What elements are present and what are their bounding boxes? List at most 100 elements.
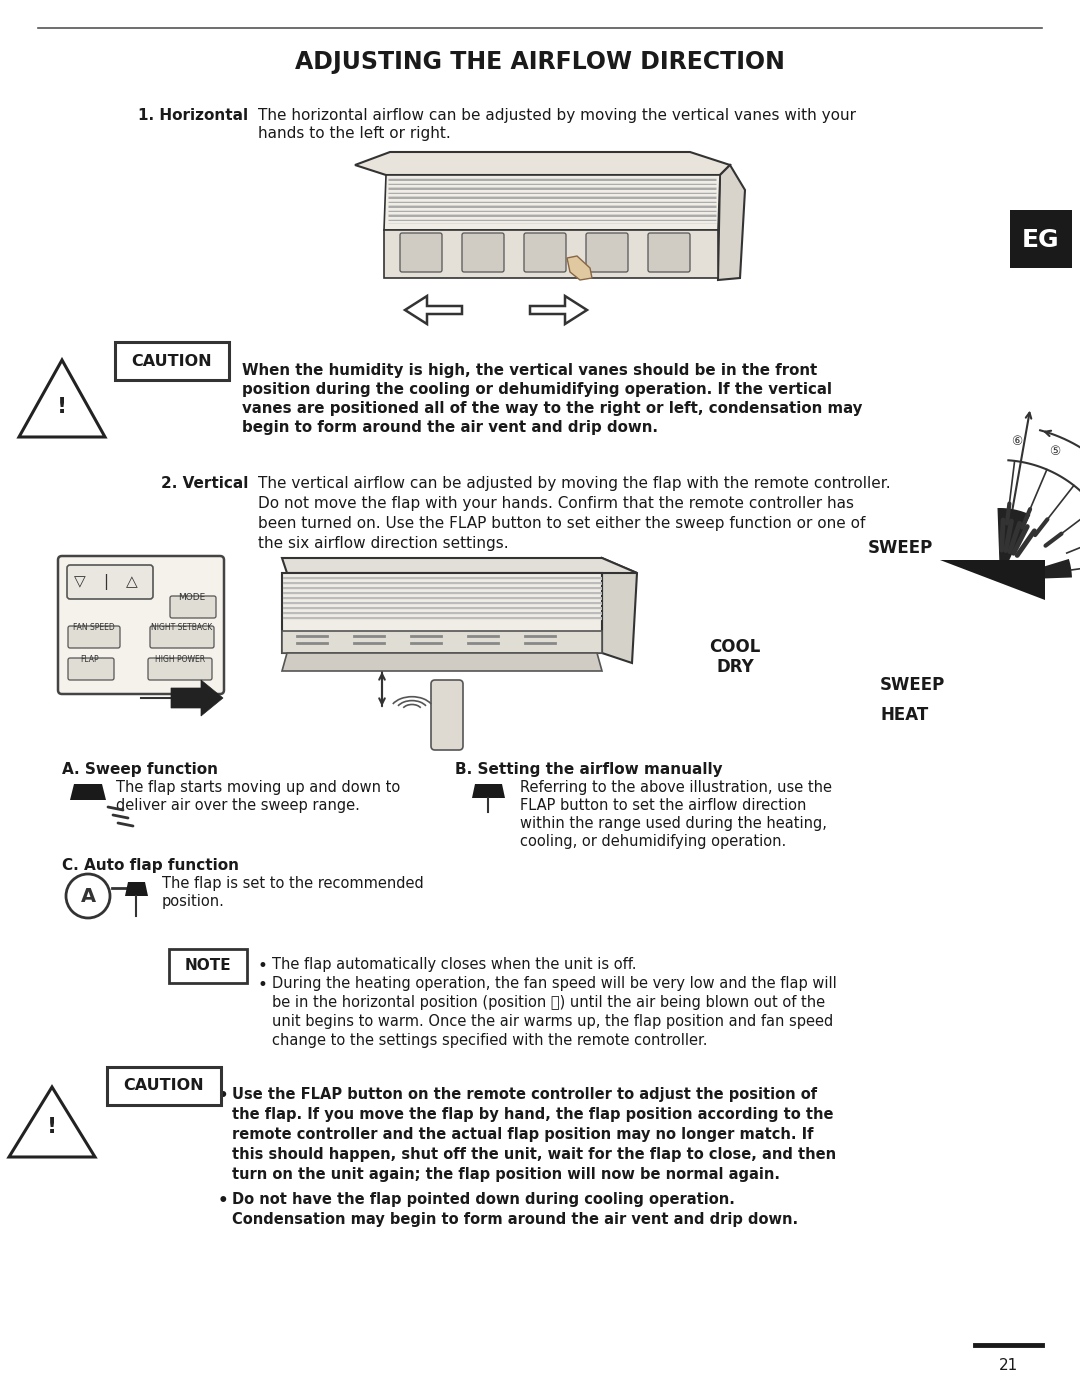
Text: !: ! [57, 397, 67, 416]
FancyBboxPatch shape [67, 564, 153, 599]
Polygon shape [940, 560, 1045, 599]
Text: △: △ [126, 574, 138, 590]
Text: Condensation may begin to form around the air vent and drip down.: Condensation may begin to form around th… [232, 1213, 798, 1227]
FancyBboxPatch shape [524, 233, 566, 272]
Text: CAUTION: CAUTION [124, 1078, 204, 1094]
Text: •: • [258, 957, 268, 975]
Text: !: ! [46, 1118, 57, 1137]
Text: C. Auto flap function: C. Auto flap function [62, 858, 239, 873]
Text: NOTE: NOTE [185, 958, 231, 974]
Polygon shape [405, 296, 462, 324]
Text: MODE: MODE [178, 594, 205, 602]
Text: position during the cooling or dehumidifying operation. If the vertical: position during the cooling or dehumidif… [242, 381, 832, 397]
Text: within the range used during the heating,: within the range used during the heating… [519, 816, 827, 831]
Text: ADJUSTING THE AIRFLOW DIRECTION: ADJUSTING THE AIRFLOW DIRECTION [295, 50, 785, 74]
Polygon shape [355, 152, 730, 175]
Text: •: • [258, 977, 268, 995]
Text: The vertical airflow can be adjusted by moving the flap with the remote controll: The vertical airflow can be adjusted by … [258, 476, 891, 490]
Polygon shape [472, 784, 505, 798]
Text: this should happen, shut off the unit, wait for the flap to close, and then: this should happen, shut off the unit, w… [232, 1147, 836, 1162]
Text: change to the settings specified with the remote controller.: change to the settings specified with th… [272, 1032, 707, 1048]
Polygon shape [282, 573, 602, 652]
Text: When the humidity is high, the vertical vanes should be in the front: When the humidity is high, the vertical … [242, 363, 818, 379]
Text: unit begins to warm. Once the air warms up, the flap position and fan speed: unit begins to warm. Once the air warms … [272, 1014, 834, 1030]
Text: remote controller and the actual flap position may no longer match. If: remote controller and the actual flap po… [232, 1127, 813, 1141]
Text: CAUTION: CAUTION [132, 353, 213, 369]
Text: turn on the unit again; the flap position will now be normal again.: turn on the unit again; the flap positio… [232, 1166, 780, 1182]
Text: the six airflow direction settings.: the six airflow direction settings. [258, 536, 509, 550]
Text: Do not move the flap with your hands. Confirm that the remote controller has: Do not move the flap with your hands. Co… [258, 496, 854, 511]
Polygon shape [171, 680, 222, 717]
Text: 1. Horizontal: 1. Horizontal [138, 108, 248, 123]
FancyBboxPatch shape [148, 658, 212, 680]
FancyBboxPatch shape [150, 626, 214, 648]
Text: FLAP: FLAP [81, 655, 99, 665]
Text: A: A [80, 887, 95, 905]
Text: EG: EG [1022, 228, 1059, 251]
Text: Referring to the above illustration, use the: Referring to the above illustration, use… [519, 780, 832, 795]
Text: B. Setting the airflow manually: B. Setting the airflow manually [455, 761, 723, 777]
Text: SWEEP: SWEEP [867, 539, 933, 557]
Text: COOL: COOL [710, 638, 760, 657]
Text: deliver air over the sweep range.: deliver air over the sweep range. [116, 798, 360, 813]
Text: HIGH POWER: HIGH POWER [154, 655, 205, 665]
Polygon shape [384, 175, 720, 231]
Text: ▽: ▽ [75, 574, 86, 590]
Text: ⑥: ⑥ [1012, 434, 1023, 447]
Text: be in the horizontal position (position ⒣) until the air being blown out of the: be in the horizontal position (position … [272, 995, 825, 1010]
Text: hands to the left or right.: hands to the left or right. [258, 126, 450, 141]
FancyBboxPatch shape [1010, 210, 1072, 268]
Text: DRY: DRY [716, 658, 754, 676]
Text: The flap is set to the recommended: The flap is set to the recommended [162, 876, 423, 891]
Text: The horizontal airflow can be adjusted by moving the vertical vanes with your: The horizontal airflow can be adjusted b… [258, 108, 856, 123]
FancyBboxPatch shape [107, 1067, 221, 1105]
Text: |: | [104, 574, 109, 590]
Text: Use the FLAP button on the remote controller to adjust the position of: Use the FLAP button on the remote contro… [232, 1087, 818, 1102]
Text: The flap automatically closes when the unit is off.: The flap automatically closes when the u… [272, 957, 636, 972]
Text: been turned on. Use the FLAP button to set either the sweep function or one of: been turned on. Use the FLAP button to s… [258, 515, 865, 531]
FancyBboxPatch shape [168, 949, 247, 983]
Polygon shape [530, 296, 588, 324]
Polygon shape [9, 1087, 95, 1157]
Polygon shape [602, 557, 637, 664]
Polygon shape [19, 360, 105, 437]
Polygon shape [282, 631, 602, 652]
Text: FAN SPEED: FAN SPEED [73, 623, 114, 633]
Text: SWEEP: SWEEP [880, 676, 945, 694]
Polygon shape [282, 557, 637, 573]
Polygon shape [125, 882, 148, 895]
Polygon shape [384, 231, 718, 278]
Polygon shape [718, 165, 745, 279]
Text: HEAT: HEAT [880, 705, 928, 724]
Text: During the heating operation, the fan speed will be very low and the flap will: During the heating operation, the fan sp… [272, 977, 837, 990]
FancyBboxPatch shape [586, 233, 627, 272]
Text: Do not have the flap pointed down during cooling operation.: Do not have the flap pointed down during… [232, 1192, 734, 1207]
Text: 21: 21 [998, 1358, 1017, 1372]
Text: •: • [218, 1087, 229, 1105]
FancyBboxPatch shape [462, 233, 504, 272]
FancyBboxPatch shape [170, 597, 216, 617]
FancyBboxPatch shape [114, 342, 229, 380]
Text: The flap starts moving up and down to: The flap starts moving up and down to [116, 780, 401, 795]
FancyBboxPatch shape [68, 626, 120, 648]
Text: ⑤: ⑤ [1049, 444, 1061, 458]
Text: A. Sweep function: A. Sweep function [62, 761, 218, 777]
Text: vanes are positioned all of the way to the right or left, condensation may: vanes are positioned all of the way to t… [242, 401, 862, 416]
Text: begin to form around the air vent and drip down.: begin to form around the air vent and dr… [242, 420, 658, 434]
Polygon shape [567, 256, 592, 279]
Polygon shape [998, 509, 1030, 580]
Text: NIGHT SETBACK: NIGHT SETBACK [151, 623, 213, 633]
FancyBboxPatch shape [431, 680, 463, 750]
Text: FLAP button to set the airflow direction: FLAP button to set the airflow direction [519, 798, 807, 813]
Text: •: • [218, 1192, 229, 1210]
Text: cooling, or dehumidifying operation.: cooling, or dehumidifying operation. [519, 834, 786, 849]
Polygon shape [282, 652, 602, 671]
Text: the flap. If you move the flap by hand, the flap position according to the: the flap. If you move the flap by hand, … [232, 1106, 834, 1122]
Text: position.: position. [162, 894, 225, 909]
FancyBboxPatch shape [58, 556, 224, 694]
FancyBboxPatch shape [68, 658, 114, 680]
FancyBboxPatch shape [648, 233, 690, 272]
Text: 2. Vertical: 2. Vertical [161, 476, 248, 490]
Polygon shape [1000, 559, 1072, 580]
FancyBboxPatch shape [400, 233, 442, 272]
